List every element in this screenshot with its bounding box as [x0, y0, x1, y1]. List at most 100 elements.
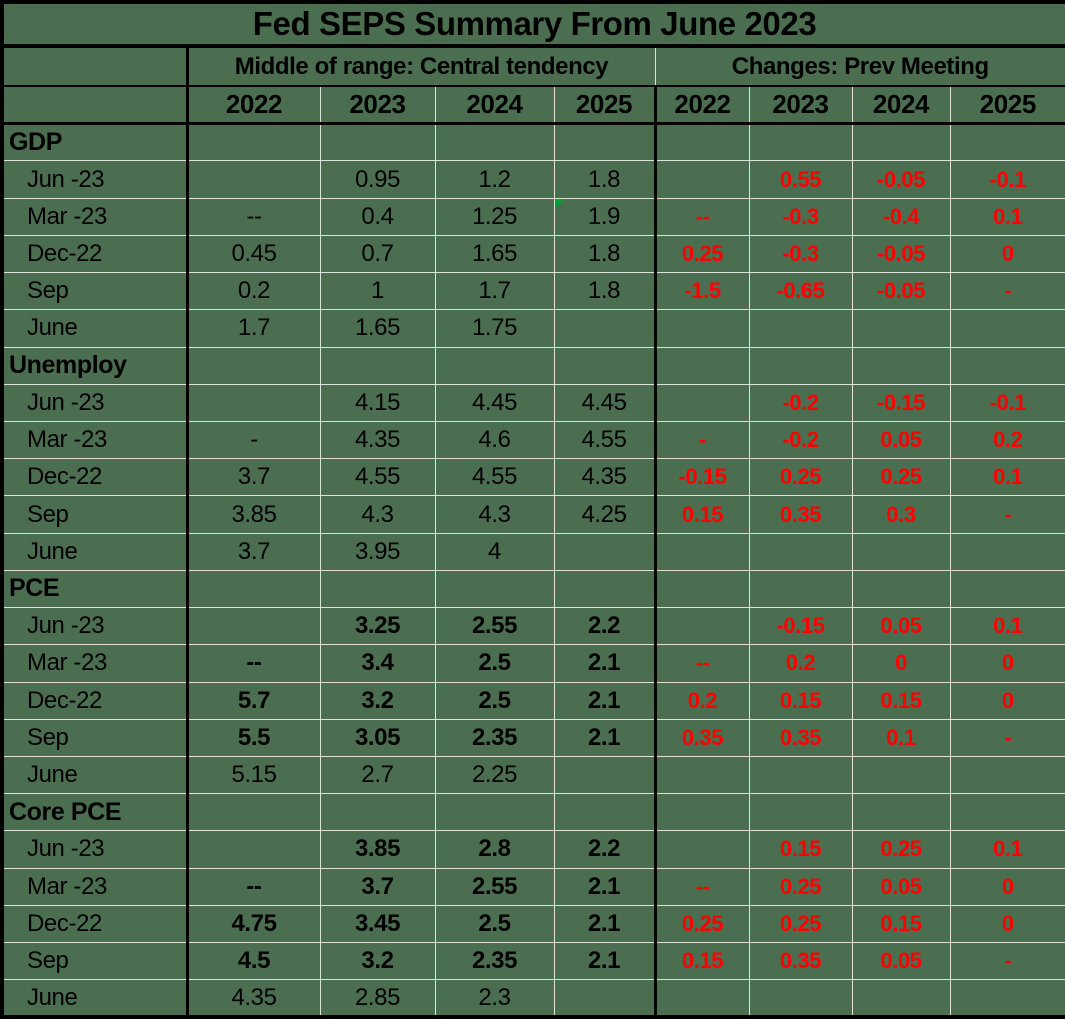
empty-cell — [851, 569, 951, 609]
change-cell: 0 — [851, 644, 951, 683]
empty-cell — [949, 569, 1065, 609]
change-cell: 0.25 — [851, 830, 951, 869]
row-label: Jun -23 — [1, 607, 189, 646]
central-tendency-cell: 0.7 — [319, 234, 436, 274]
change-cell — [748, 755, 853, 795]
central-tendency-cell: 4.55 — [434, 458, 555, 497]
change-cell: 0.1 — [949, 607, 1065, 646]
central-tendency-cell: 4 — [434, 532, 555, 571]
change-cell: -0.2 — [748, 383, 853, 422]
empty-cell — [748, 569, 853, 609]
section-label: Unemploy — [1, 346, 189, 385]
section-header-row: GDP — [1, 123, 1065, 162]
row-label: June — [1, 309, 189, 348]
central-tendency-cell: 2.35 — [434, 942, 555, 981]
year-header: 2025 — [553, 85, 656, 126]
central-tendency-cell: 1.65 — [319, 309, 436, 348]
central-tendency-cell: 2.5 — [434, 681, 555, 720]
table-row: June 1.7 1.65 1.75 — [1, 309, 1065, 348]
change-cell: - — [949, 942, 1065, 981]
change-cell: -0.1 — [949, 160, 1065, 199]
change-cell — [653, 383, 750, 422]
table-row: Mar -23 -- 3.7 2.55 2.1 -- 0.25 0.05 0 — [1, 867, 1065, 906]
row-label: Dec-22 — [1, 234, 189, 274]
table-row: Dec-22 4.75 3.45 2.5 2.1 0.25 0.25 0.15 0 — [1, 904, 1065, 944]
central-tendency-cell: 1.25 — [434, 197, 555, 236]
change-cell — [851, 532, 951, 571]
change-cell — [748, 532, 853, 571]
empty-cell — [653, 123, 750, 162]
change-cell: 0.05 — [851, 420, 951, 460]
central-tendency-cell: 3.7 — [186, 532, 321, 571]
central-tendency-cell — [186, 383, 321, 422]
central-tendency-cell: 2.35 — [434, 718, 555, 757]
change-cell: 0.15 — [851, 904, 951, 944]
year-header: 2024 — [851, 85, 951, 126]
change-cell: 0.35 — [748, 718, 853, 757]
year-header: 2023 — [748, 85, 853, 126]
empty-cell — [553, 569, 656, 609]
central-tendency-cell — [186, 607, 321, 646]
change-cell: 0.25 — [851, 458, 951, 497]
row-label: Sep — [1, 942, 189, 981]
empty-cell — [748, 793, 853, 832]
table-row: Jun -23 0.95 1.2 1.8 0.55 -0.05 -0.1 — [1, 160, 1065, 199]
change-cell: -0.3 — [748, 197, 853, 236]
empty-cell — [434, 123, 555, 162]
central-tendency-cell: 3.25 — [319, 607, 436, 646]
central-tendency-cell: 2.1 — [553, 942, 656, 981]
empty-cell — [319, 123, 436, 162]
row-label: June — [1, 979, 189, 1018]
table-row: Sep 0.2 1 1.7 1.8 -1.5 -0.65 -0.05- — [1, 272, 1065, 311]
change-cell: -- — [653, 644, 750, 683]
empty-cell — [553, 346, 656, 385]
row-label: Dec-22 — [1, 458, 189, 497]
corner-cell — [1, 85, 189, 126]
central-tendency-cell: 3.85 — [186, 495, 321, 534]
empty-cell — [186, 346, 321, 385]
change-cell — [851, 979, 951, 1018]
change-cell — [748, 979, 853, 1018]
empty-cell — [949, 123, 1065, 162]
central-tendency-cell: 5.7 — [186, 681, 321, 720]
central-tendency-cell: 1.65 — [434, 234, 555, 274]
central-tendency-cell: 5.5 — [186, 718, 321, 757]
row-label: Sep — [1, 718, 189, 757]
empty-cell — [319, 569, 436, 609]
change-cell: 0.15 — [748, 830, 853, 869]
section-header-row: Unemploy — [1, 346, 1065, 385]
table-row: Mar -23-4.35 4.6 4.55- -0.2 0.05 0.2 — [1, 420, 1065, 460]
central-tendency-cell: 4.3 — [319, 495, 436, 534]
empty-cell — [319, 346, 436, 385]
central-tendency-cell: 2.55 — [434, 867, 555, 906]
table-row: Sep 4.5 3.2 2.35 2.1 0.15 0.35 0.05- — [1, 942, 1065, 981]
central-tendency-cell: 2.5 — [434, 904, 555, 944]
empty-cell — [186, 793, 321, 832]
central-tendency-cell: 4.35 — [553, 458, 656, 497]
central-tendency-cell: 1.8 — [553, 160, 656, 199]
change-cell: 0.05 — [851, 942, 951, 981]
table-row: Dec-22 5.7 3.2 2.5 2.1 0.2 0.15 0.15 0 — [1, 681, 1065, 720]
central-tendency-cell: 4.5 — [186, 942, 321, 981]
group-header-central-tendency: Middle of range: Central tendency — [186, 45, 656, 88]
change-cell: -0.1 — [949, 383, 1065, 422]
table-row: June 3.7 3.95 4 — [1, 532, 1065, 571]
central-tendency-cell — [553, 532, 656, 571]
central-tendency-cell: - — [186, 420, 321, 460]
central-tendency-cell: 2.1 — [553, 904, 656, 944]
change-cell: -0.05 — [851, 234, 951, 274]
central-tendency-cell: 1.2 — [434, 160, 555, 199]
change-cell — [653, 532, 750, 571]
central-tendency-cell: 2.8 — [434, 830, 555, 869]
corner-cell — [1, 45, 189, 88]
change-cell: 0.05 — [851, 867, 951, 906]
row-label: Mar -23 — [1, 197, 189, 236]
table-row: Sep 5.5 3.05 2.35 2.1 0.35 0.35 0.1- — [1, 718, 1065, 757]
change-cell: 0.1 — [949, 197, 1065, 236]
empty-cell — [653, 569, 750, 609]
section-label: PCE — [1, 569, 189, 609]
change-cell: 0.25 — [748, 904, 853, 944]
empty-cell — [851, 346, 951, 385]
change-cell: 0.25 — [748, 458, 853, 497]
